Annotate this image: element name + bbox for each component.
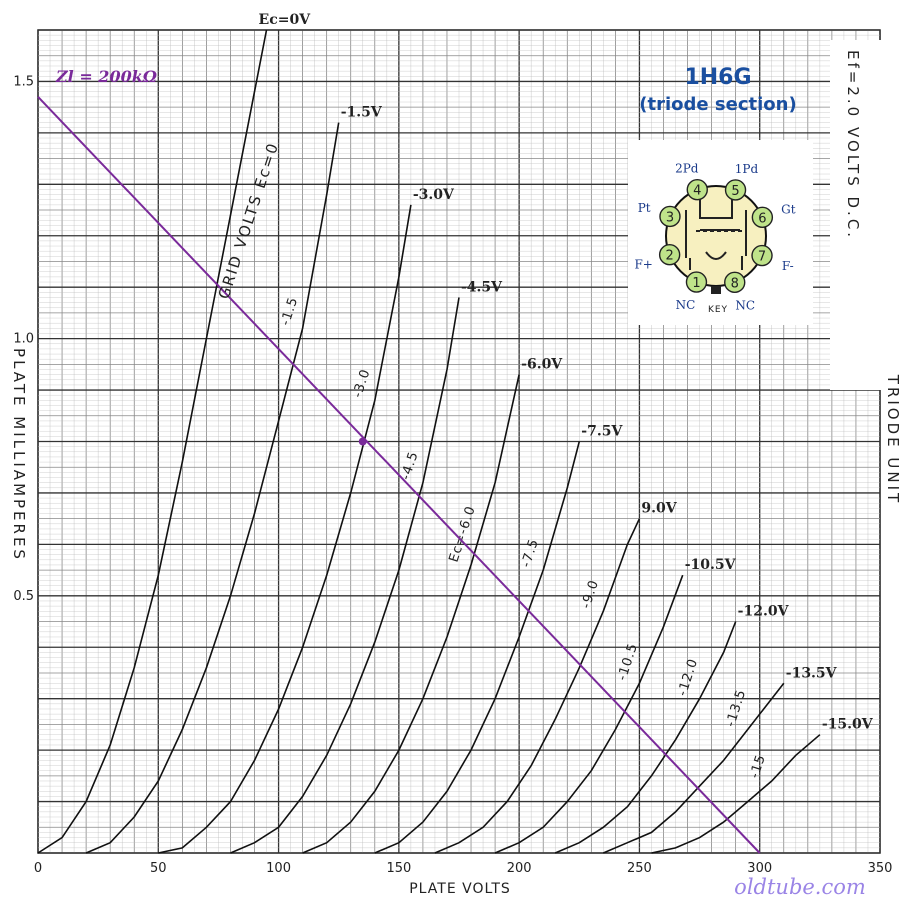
pin-name: NC <box>676 298 696 312</box>
load-line-group: Zl = 200kΩ <box>37 67 761 854</box>
x-tick-label: 200 <box>507 861 532 876</box>
y-tick-label: 1.5 <box>13 74 34 89</box>
series-end-label: -13.5V <box>786 665 838 681</box>
series-end-label: -1.5V <box>341 105 383 121</box>
pin-circle <box>658 244 681 266</box>
pin-number: 2 <box>666 249 674 264</box>
y-tick-label: 0.5 <box>13 589 34 604</box>
pin-name: F+ <box>634 258 652 272</box>
y-tick-label: 1.0 <box>13 332 34 347</box>
series-end-label: Ec=0V <box>259 12 312 28</box>
pinout-key-label: KEY <box>708 305 728 315</box>
pin-name: NC <box>735 299 755 313</box>
pin-number: 5 <box>731 184 739 199</box>
curves <box>37 29 821 854</box>
pin-name: Gt <box>781 202 796 216</box>
x-tick-label: 0 <box>34 861 42 876</box>
series-curve <box>37 29 268 854</box>
series-end-label: -3.0V <box>413 187 455 203</box>
pin-circle <box>659 205 681 228</box>
tube-base-circle <box>665 185 767 287</box>
series-end-label: 9.0V <box>641 501 677 517</box>
pin-number: 7 <box>758 250 766 265</box>
pins: 1 NC 2 F+ 3 Pt 4 2Pd 5 1Pd 6 Gt 7 F- 8 NC <box>634 161 795 312</box>
key-notch-icon <box>711 286 721 294</box>
series-curve <box>554 621 737 854</box>
series-curve <box>302 374 520 854</box>
watermark: oldtube.com <box>734 875 866 899</box>
y-axis-label: PLATE MILLIAMPERES <box>10 348 28 562</box>
pin-number: 3 <box>666 210 674 225</box>
filament-note: Ef=2.0 VOLTS D.C. <box>844 50 862 240</box>
x-tick-label: 300 <box>747 861 772 876</box>
x-tick-label: 250 <box>627 861 652 876</box>
chart-title: 1H6G <box>684 65 751 90</box>
pin-circle <box>751 206 774 228</box>
series-end-label: -12.0V <box>738 604 790 620</box>
series-curve <box>158 204 412 854</box>
pin-number: 1 <box>692 276 700 291</box>
series-curve <box>434 518 641 854</box>
pin-circle <box>685 271 708 293</box>
x-tick-label: 100 <box>266 861 291 876</box>
series-inner-label: -15 <box>747 753 769 781</box>
pin-number: 4 <box>693 184 701 199</box>
right-unit-label: TRIODE UNIT <box>884 374 900 505</box>
chart-subtitle: (triode section) <box>639 94 796 115</box>
series-curve <box>230 297 460 854</box>
series-end-label: -7.5V <box>581 424 623 440</box>
series-curve <box>374 441 581 854</box>
series-curve <box>602 682 785 854</box>
pin-circle <box>751 244 773 267</box>
load-line <box>37 96 761 854</box>
pin-name: F- <box>782 259 794 273</box>
pinout-diagram: KEY 1 NC 2 F+ 3 Pt 4 2Pd 5 1Pd 6 Gt 7 F- 8 NC <box>628 140 813 325</box>
pin-circle <box>724 271 746 294</box>
pin-name: Pt <box>638 201 651 215</box>
x-tick-label: 50 <box>150 861 167 876</box>
pin-circle <box>724 179 747 201</box>
pin-name: 1Pd <box>735 162 759 176</box>
load-line-label: Zl = 200kΩ <box>55 67 158 86</box>
series-end-label: -4.5V <box>461 279 503 295</box>
series-end-label: -6.0V <box>521 357 563 373</box>
pin-number: 8 <box>731 276 739 291</box>
series-curve <box>494 574 684 854</box>
filament-note-box <box>830 40 882 390</box>
series-curve <box>85 122 340 854</box>
x-tick-label: 350 <box>868 861 893 876</box>
pin-number: 6 <box>758 211 766 226</box>
pin-circle <box>686 178 708 201</box>
series-curve <box>651 734 821 854</box>
x-tick-label: 150 <box>386 861 411 876</box>
series-end-label: -10.5V <box>685 557 737 573</box>
x-axis-label: PLATE VOLTS <box>409 881 511 897</box>
series-end-label: -15.0V <box>822 717 874 733</box>
operating-point <box>358 437 367 446</box>
pin-name: 2Pd <box>675 161 699 175</box>
